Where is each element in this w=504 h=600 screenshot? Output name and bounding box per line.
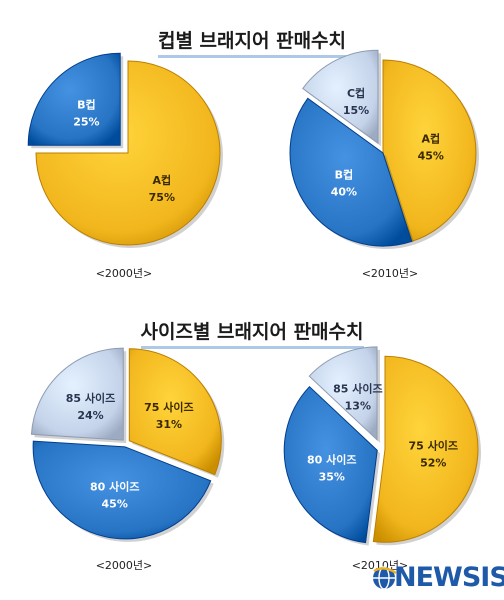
slice-label: 80 사이즈 [307, 453, 357, 467]
pie-chart-cup-2000: A컵 75% B컵 25% [27, 52, 223, 248]
globe-icon [373, 566, 397, 590]
slice-percent: 75% [149, 191, 175, 204]
pie-slice [302, 49, 379, 145]
slice-percent: 13% [345, 399, 371, 412]
slice-label: 85 사이즈 [66, 391, 116, 405]
pie-slice [289, 97, 413, 247]
pie-slice [382, 59, 477, 243]
pie-slice [308, 346, 378, 441]
slice-label: 75 사이즈 [409, 438, 459, 452]
pie-slice [32, 440, 212, 540]
slice-label: A컵 [153, 174, 172, 187]
slice-percent: 45% [102, 498, 128, 511]
caption-size-2000: <2000년> [95, 559, 153, 572]
slice-label: A컵 [421, 132, 440, 145]
newsis-logo: NEWSIS [372, 561, 504, 593]
size-title-underline [140, 346, 364, 349]
logo-text: NEWSIS [394, 562, 504, 593]
cup-chart-title: 컵별 브래지어 판매수치 [0, 26, 504, 58]
slice-label: B컵 [335, 168, 354, 181]
slice-percent: 15% [343, 104, 369, 117]
pie-slice [283, 385, 378, 544]
size-chart-title-text: 사이즈별 브래지어 판매수치 [140, 321, 364, 343]
slice-label: 85 사이즈 [333, 381, 383, 395]
caption-size-2010: <2010년> [351, 559, 409, 572]
pie-slice [30, 347, 124, 441]
pie-chart-cup-2010: A컵 45% B컵 40% C컵 15% [289, 49, 479, 250]
slice-label: C컵 [347, 87, 365, 100]
pie-slice [35, 60, 221, 246]
slice-label: B컵 [77, 98, 96, 111]
pie-slice [128, 348, 222, 476]
slice-percent: 45% [418, 149, 444, 162]
caption-cup-2010: <2010년> [361, 267, 419, 280]
slice-percent: 25% [73, 115, 99, 128]
pie-chart-size-2010: 75 사이즈 52% 80 사이즈 35% 85 사이즈 13% [283, 346, 481, 546]
slice-percent: 40% [331, 185, 357, 198]
pie-slice [27, 52, 121, 146]
size-chart-title: 사이즈별 브래지어 판매수치 [0, 317, 504, 349]
slice-percent: 24% [77, 409, 103, 422]
slice-label: 80 사이즈 [90, 480, 140, 494]
slice-label: 75 사이즈 [144, 400, 194, 414]
slice-percent: 31% [156, 418, 182, 431]
pie-chart-size-2000: 75 사이즈 31% 80 사이즈 45% 85 사이즈 24% [30, 347, 225, 542]
slice-percent: 35% [319, 471, 345, 484]
pie-slice [372, 355, 479, 543]
cup-chart-title-text: 컵별 브래지어 판매수치 [157, 30, 347, 52]
cup-title-underline [157, 55, 347, 58]
slice-percent: 52% [420, 456, 446, 469]
caption-cup-2000: <2000년> [95, 267, 153, 280]
